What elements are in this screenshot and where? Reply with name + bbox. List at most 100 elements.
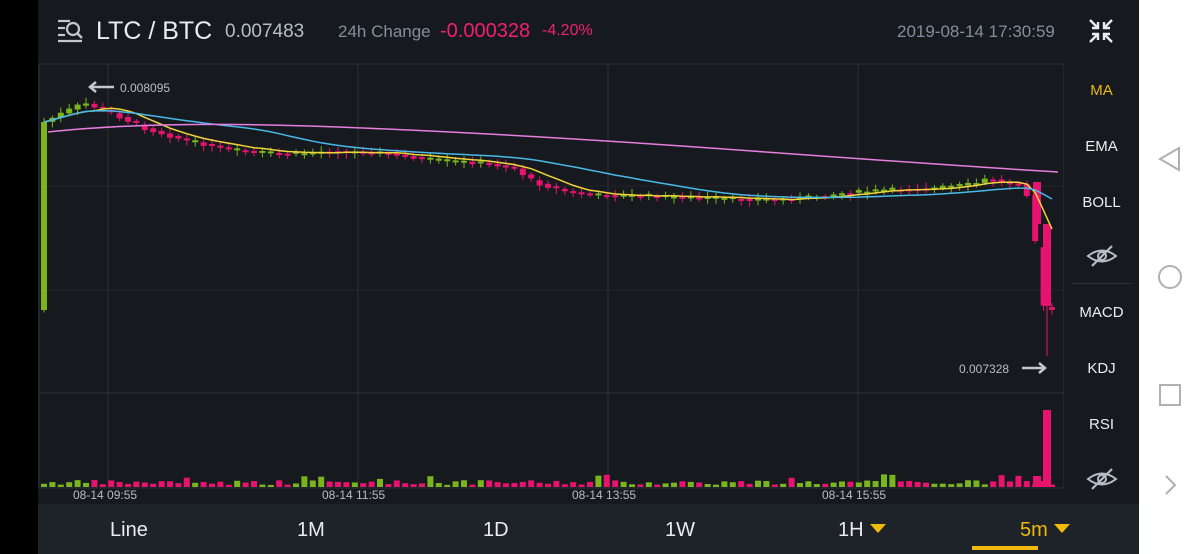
candle-body	[419, 157, 425, 160]
volume-bar	[704, 483, 711, 487]
timeframe-1w[interactable]: 1W	[665, 519, 695, 541]
candle-body	[461, 160, 467, 163]
timeframe-1h[interactable]: 1H	[838, 519, 886, 542]
price-markers: 0.008095 0.007328	[88, 81, 1047, 376]
candle-body	[603, 195, 610, 198]
indicator-rsi[interactable]: RSI	[1088, 416, 1114, 433]
candle-body	[654, 195, 661, 198]
indicator-macd[interactable]: MACD	[1079, 304, 1124, 321]
system-navigation-bar	[1139, 0, 1200, 554]
candle-body	[225, 147, 232, 150]
candle-body	[1015, 183, 1022, 186]
volume-bar	[755, 480, 761, 487]
volume-bar	[545, 483, 551, 487]
volume-bar	[939, 483, 946, 487]
volume-bar	[897, 481, 904, 487]
collapse-arrows-icon[interactable]	[1088, 18, 1114, 44]
volume-bar	[805, 481, 812, 487]
volume-bar	[494, 482, 501, 487]
candle-body	[679, 196, 686, 199]
candle-body	[738, 198, 745, 201]
volume-bar	[41, 483, 47, 487]
indicator-kdj[interactable]: KDJ	[1087, 360, 1116, 377]
candle-body	[511, 166, 518, 169]
search-list-icon[interactable]	[56, 16, 84, 44]
volume-bar	[855, 482, 862, 487]
indicator-ema[interactable]: EMA	[1085, 138, 1118, 155]
volume-bar	[1023, 481, 1030, 487]
moving-average-lines	[43, 107, 1059, 230]
volume-bar	[948, 484, 955, 487]
dropdown-arrow-icon	[1053, 524, 1070, 533]
pair-title[interactable]: LTC / BTC	[96, 17, 213, 45]
volume-bar	[536, 482, 543, 487]
back-icon[interactable]	[1157, 146, 1183, 172]
candle-body	[183, 138, 190, 141]
volume-bar	[125, 483, 131, 487]
volume-bar	[729, 482, 736, 487]
indicator-boll[interactable]: BOLL	[1082, 194, 1121, 211]
high-price-marker: 0.008095	[88, 81, 170, 95]
candle-body	[612, 195, 619, 198]
volume-bar	[1043, 410, 1051, 487]
time-axis-label: 08-14 13:55	[572, 488, 636, 502]
volume-bar	[66, 482, 73, 487]
volume-bar	[91, 480, 98, 487]
candle-body	[763, 198, 770, 201]
candle-body	[528, 174, 535, 179]
volume-bar	[301, 476, 308, 487]
volume-bar	[813, 484, 820, 487]
volume-bar	[839, 481, 845, 487]
volume-bar	[74, 480, 81, 487]
volume-bar	[528, 480, 535, 487]
timeframe-5m[interactable]: 5m	[1020, 519, 1070, 542]
dropdown-arrow-icon	[869, 524, 886, 533]
candle-body	[956, 184, 963, 187]
candle-body	[746, 199, 753, 201]
timeframe-1m[interactable]: 1M	[297, 519, 325, 541]
volume-bar	[444, 484, 451, 487]
chart-header: LTC / BTC 0.007483 24h Change -0.000328 …	[38, 0, 1139, 64]
candle-body	[771, 199, 778, 201]
volume-bar	[309, 480, 316, 487]
candlestick-chart[interactable]: 0.008095 0.007328 08-14 09:55 08-14 11:5…	[38, 0, 1064, 504]
candle-body	[217, 145, 224, 148]
candle-body	[125, 117, 131, 122]
volume-bar	[654, 484, 661, 487]
candle-body	[200, 142, 207, 146]
volume-bar	[368, 481, 375, 487]
panel-divider	[1072, 283, 1132, 284]
eye-slash-icon[interactable]	[1086, 467, 1118, 491]
chart-frame	[38, 63, 1064, 489]
eye-slash-icon[interactable]	[1086, 244, 1118, 268]
volume-bar	[343, 482, 350, 487]
recents-icon[interactable]	[1157, 382, 1183, 408]
volume-bar	[553, 480, 560, 487]
ma-slow-line	[47, 123, 1059, 173]
screen-bezel	[0, 0, 38, 554]
timeframe-bar: Line 1M 1D 1W 1H 5m	[38, 504, 1139, 554]
low-price-marker: 0.007328	[959, 362, 1047, 376]
home-icon[interactable]	[1157, 264, 1183, 290]
candle-body	[1043, 224, 1051, 306]
volume-bars	[41, 410, 1055, 487]
candle-body	[536, 180, 543, 186]
volume-bar	[780, 483, 787, 487]
candle-body	[671, 196, 677, 199]
candle-body	[847, 193, 854, 196]
last-price: 0.007483	[225, 21, 305, 42]
volume-bar	[150, 483, 157, 487]
volume-bar	[570, 482, 577, 487]
volume-bar	[452, 481, 459, 487]
indicator-ma[interactable]: MA	[1090, 82, 1113, 99]
active-timeframe-indicator	[972, 546, 1038, 550]
volume-bar	[847, 481, 854, 487]
timeframe-1d[interactable]: 1D	[483, 519, 509, 541]
candle-body	[855, 190, 862, 193]
chevron-right-icon[interactable]	[1157, 472, 1183, 498]
volume-bar	[662, 483, 669, 487]
candle-body	[57, 112, 64, 118]
candle-body	[444, 159, 451, 162]
candle-body	[167, 133, 173, 138]
timeframe-line[interactable]: Line	[110, 519, 148, 541]
